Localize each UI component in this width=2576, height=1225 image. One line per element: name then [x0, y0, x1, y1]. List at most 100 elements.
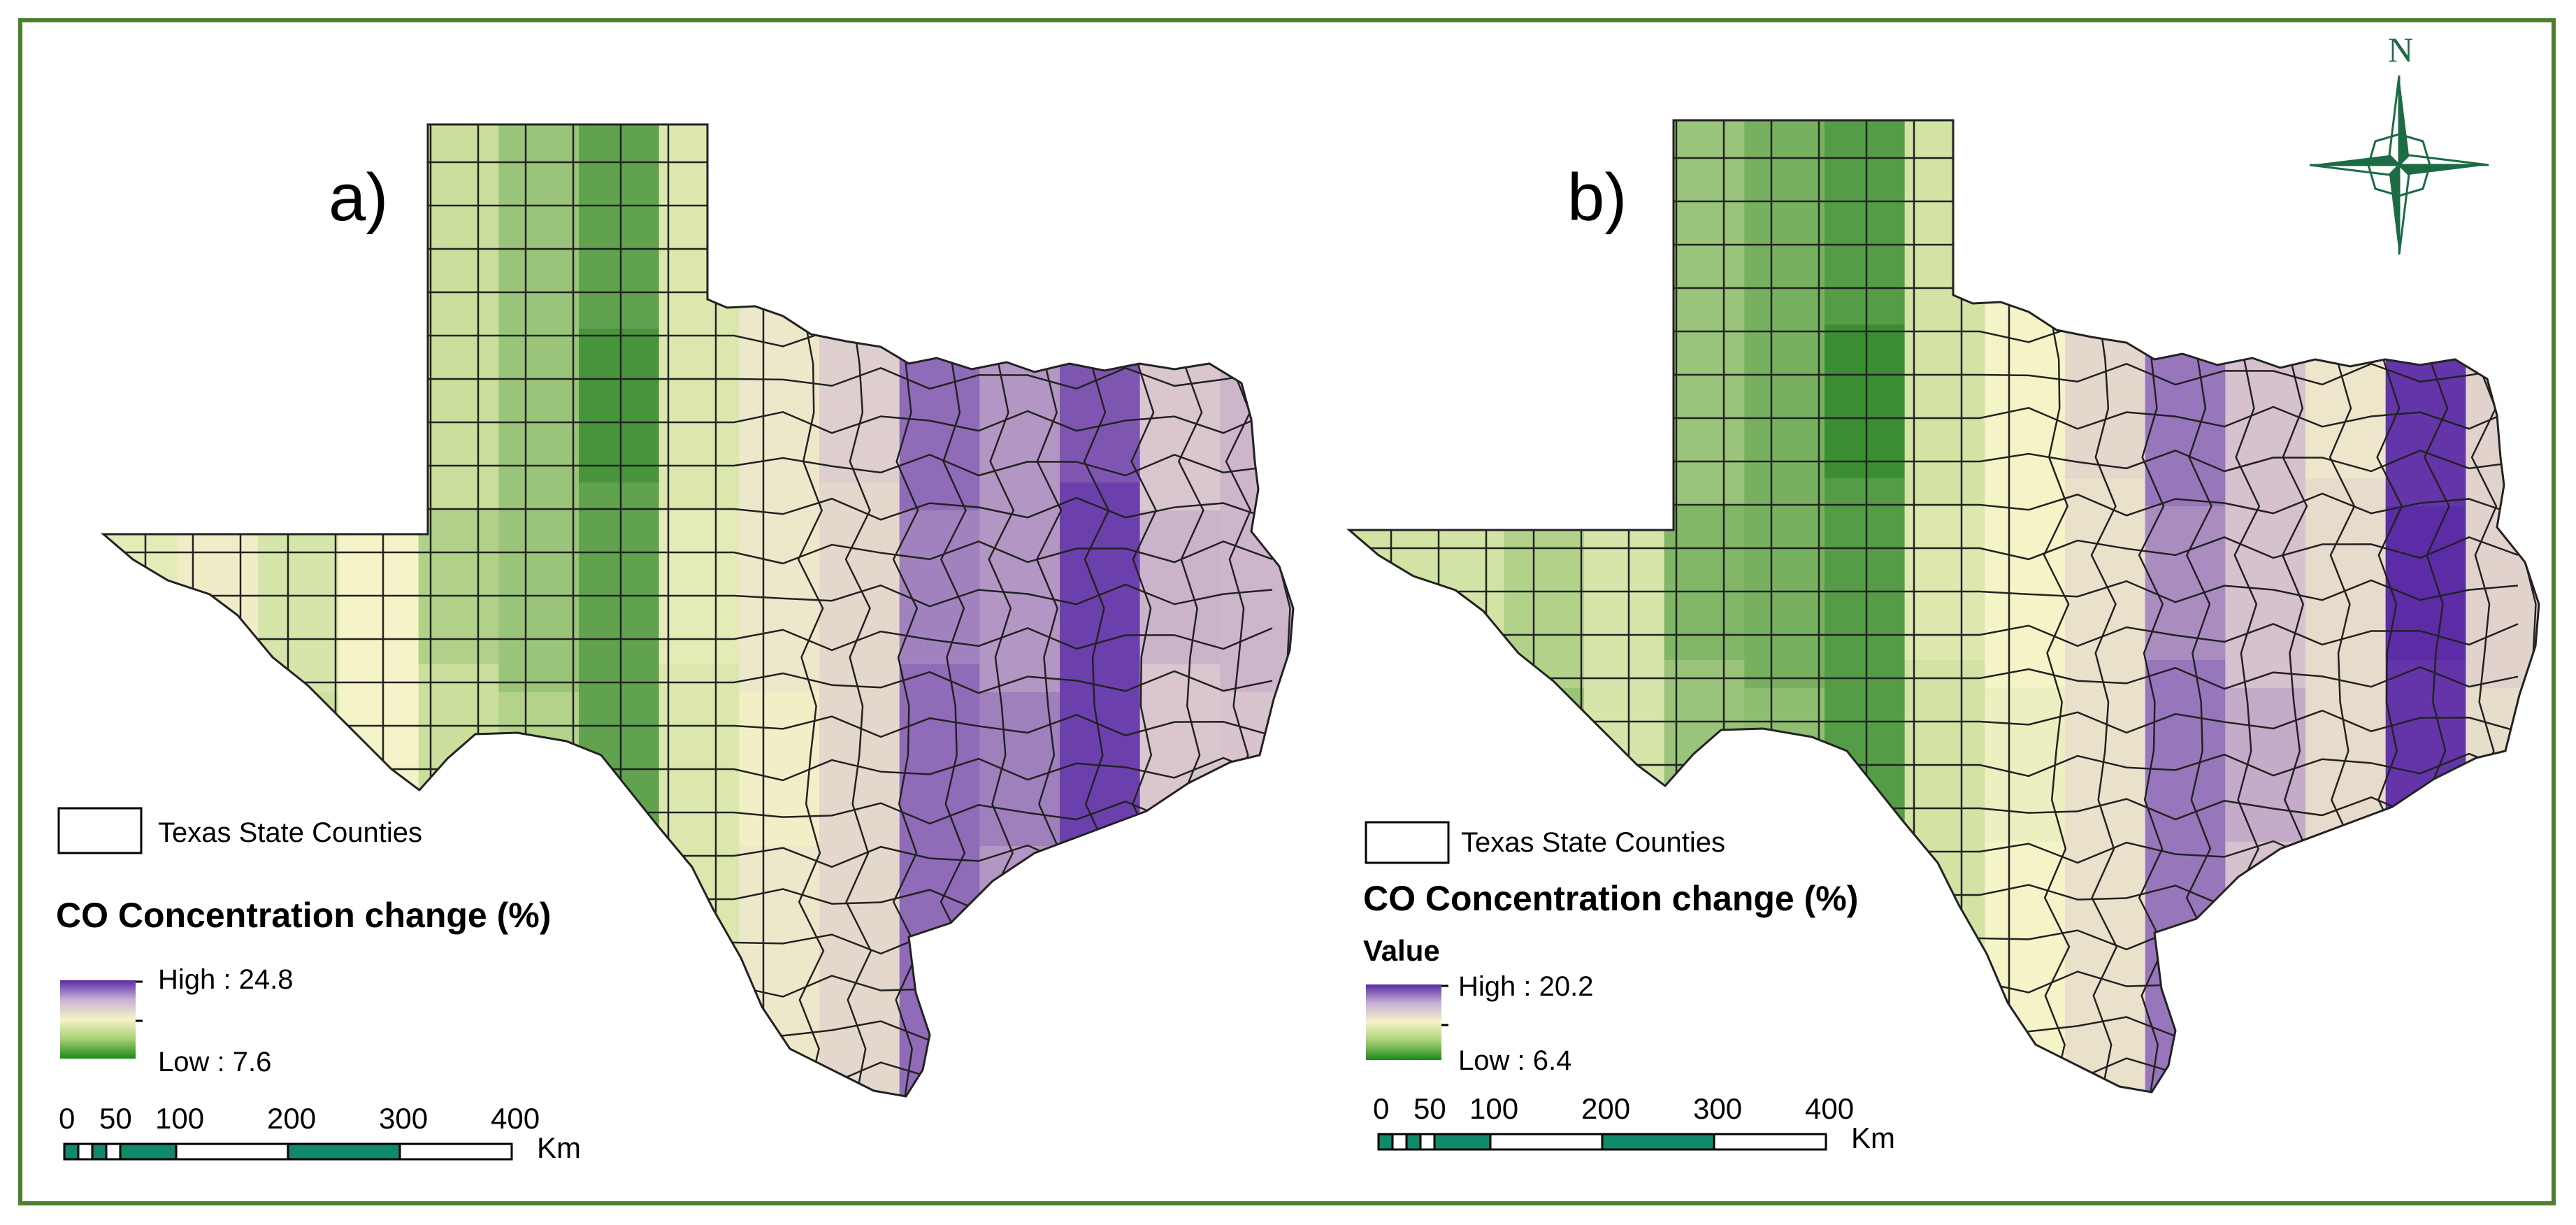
- legend-boundary-swatch-b: [1365, 821, 1450, 864]
- value-band-shade: [899, 510, 981, 664]
- scale-segment: [1377, 1133, 1394, 1151]
- value-band-shade: [2305, 324, 2387, 478]
- figure-frame: [18, 18, 2556, 1205]
- north-arrow: N: [2309, 30, 2489, 255]
- legend-boundary-label-a: Texas State Counties: [158, 817, 422, 848]
- scale-segment: [1489, 1133, 1604, 1151]
- scale-tick-label: 300: [379, 1102, 428, 1135]
- value-band: [103, 124, 179, 1096]
- value-band: [258, 124, 339, 1096]
- value-band-shade: [2145, 506, 2226, 660]
- scale-tick-label: 0: [1373, 1092, 1389, 1125]
- scale-segment: [1405, 1133, 1422, 1151]
- value-band: [1060, 124, 1141, 1096]
- value-band-shade: [498, 692, 580, 846]
- scale-segment: [398, 1142, 513, 1161]
- value-band: [819, 124, 900, 1096]
- value-band-shade: [1220, 692, 1293, 846]
- map-panel-a: a) Texas State Counties CO Concentration…: [56, 123, 1295, 1164]
- legend-title-b: CO Concentration change (%): [1363, 879, 1858, 918]
- scale-segment: [287, 1142, 401, 1161]
- value-band-shade: [338, 329, 419, 482]
- county-line: [103, 1061, 1273, 1085]
- value-band-shade: [1584, 324, 1665, 478]
- value-band-shade: [819, 329, 900, 482]
- county-line: [1349, 536, 2519, 561]
- value-band: [498, 124, 580, 1096]
- value-band: [1825, 120, 1906, 1092]
- county-line: [1349, 1013, 2519, 1038]
- scale-tick-label: 300: [1693, 1092, 1742, 1125]
- value-band-shade: [1985, 688, 2066, 842]
- value-band-shade: [2385, 506, 2467, 660]
- legend-boundary-swatch-a: [57, 807, 143, 854]
- legend-low-label-b: Low : 6.4: [1458, 1045, 1571, 1076]
- legend-boundary-label-b: Texas State Counties: [1461, 827, 1725, 858]
- value-band: [338, 124, 419, 1096]
- scale-segment: [91, 1142, 108, 1161]
- value-band-shade: [739, 692, 820, 846]
- value-band: [979, 124, 1060, 1096]
- county-line: [1349, 622, 2519, 647]
- value-band: [1220, 124, 1293, 1096]
- scale-segment: [119, 1142, 178, 1161]
- legend-value-header-b: Value: [1363, 934, 1440, 967]
- value-band-shade: [103, 329, 179, 482]
- county-line: [103, 540, 1273, 565]
- county-line: [103, 626, 1273, 652]
- north-arrow-label: N: [2388, 30, 2413, 69]
- scale-unit-label: Km: [1851, 1122, 1895, 1154]
- value-band: [1985, 120, 2066, 1092]
- value-band-shade: [1904, 506, 1986, 660]
- county-line: [1349, 926, 2519, 951]
- scale-segment: [1433, 1133, 1492, 1151]
- scale-tick-label: 50: [1413, 1092, 1446, 1125]
- scale-segment: [1713, 1133, 1827, 1151]
- scale-tick-label: 0: [59, 1102, 75, 1135]
- value-band-shade: [1825, 324, 1906, 478]
- value-band-shade: [1139, 510, 1221, 664]
- value-band: [2305, 120, 2387, 1092]
- scale-segment: [1419, 1133, 1436, 1151]
- scale-tick-label: 100: [155, 1102, 204, 1135]
- scale-tick-label: 50: [99, 1102, 132, 1135]
- county-line: [1349, 579, 2519, 603]
- value-band: [1744, 120, 1825, 1092]
- value-band: [579, 124, 660, 1096]
- scale-segment: [1391, 1133, 1408, 1151]
- legend-color-ramp-a: [60, 980, 136, 1059]
- value-band-shade: [1349, 324, 1425, 478]
- value-band-shade: [1744, 688, 1825, 842]
- legend-a: Texas State Counties CO Concentration ch…: [56, 807, 551, 1077]
- legend-color-ramp-b: [1366, 984, 1441, 1060]
- scale-segment: [175, 1142, 289, 1161]
- value-band-shade: [579, 329, 660, 482]
- scale-segment: [105, 1142, 122, 1161]
- county-line: [103, 931, 1273, 955]
- scale-tick-label: 200: [1581, 1092, 1630, 1125]
- scale-segment: [77, 1142, 94, 1161]
- legend-low-label-a: Low : 7.6: [158, 1047, 271, 1077]
- scale-tick-label: 400: [491, 1102, 540, 1135]
- north-arrow-point-n: [2399, 76, 2409, 165]
- value-band-shade: [2065, 324, 2146, 478]
- county-line: [103, 1017, 1273, 1042]
- county-line: [103, 583, 1273, 608]
- value-band: [2065, 120, 2146, 1092]
- panel-label-b: b): [1567, 160, 1627, 235]
- choropleth-a: [103, 124, 1293, 1096]
- scale-tick-label: 200: [267, 1102, 316, 1135]
- legend-high-label-b: High : 20.2: [1458, 971, 1593, 1002]
- choropleth-b: [1349, 120, 2539, 1092]
- value-band: [2225, 120, 2306, 1092]
- value-band-shade: [1504, 688, 1585, 842]
- panel-label-a: a): [329, 160, 388, 235]
- map-panel-b: b): [1348, 119, 2540, 1094]
- scale-tick-label: 100: [1469, 1092, 1518, 1125]
- scale-tick-label: 400: [1805, 1092, 1854, 1125]
- value-band-shade: [1060, 329, 1141, 482]
- value-band-shade: [659, 510, 740, 664]
- value-band: [1504, 120, 1585, 1092]
